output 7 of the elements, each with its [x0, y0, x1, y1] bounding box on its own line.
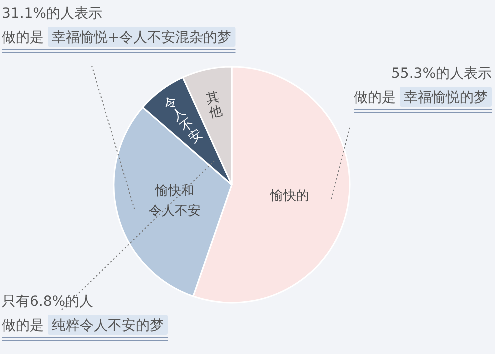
slice-label: 其他 [205, 90, 224, 122]
slice-label: 令人不安 [161, 93, 206, 147]
slice-label: 愉快的 [270, 188, 310, 204]
annotation: 55.3%的人表示 做的是 幸福愉悦的梦 [354, 66, 492, 114]
annotation: 只有6.8%的人 做的是 纯粹令人不安的梦 [2, 294, 168, 342]
annotation: 31.1%的人表示 做的是 幸福愉悦+令人不安混杂的梦 [2, 6, 236, 54]
slice-label: 愉快和令人不安 [148, 184, 201, 220]
